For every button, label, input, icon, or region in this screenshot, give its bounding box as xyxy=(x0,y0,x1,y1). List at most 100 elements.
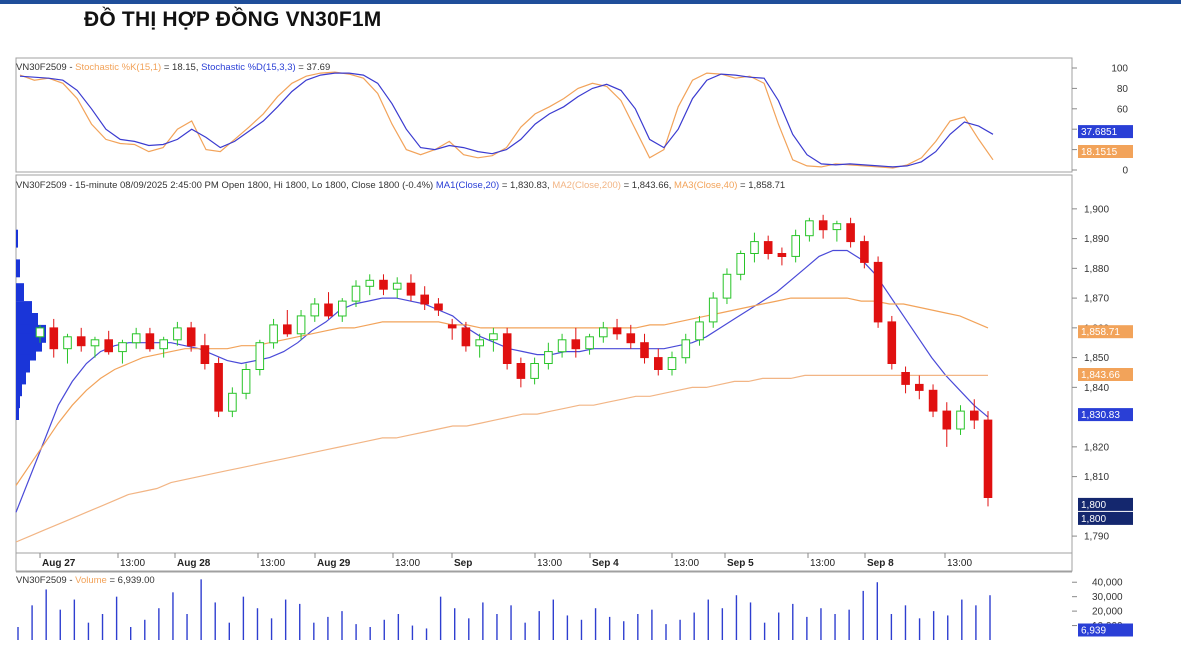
ma2-tag-box xyxy=(1078,368,1133,381)
candle-body xyxy=(750,241,759,255)
volume-profile-bar xyxy=(16,402,19,420)
candle-body xyxy=(241,369,251,394)
moving-average-line xyxy=(15,249,989,513)
candle-body xyxy=(283,324,292,335)
candle-body xyxy=(200,345,210,365)
price-tick-label: 1,890 xyxy=(1084,234,1109,245)
candle-body xyxy=(434,303,443,311)
time-axis: Aug 27 13:00 Aug 28 13:00 Aug 29 13:00 Sep 13:0… xyxy=(39,553,972,569)
close-tag-box xyxy=(1078,497,1133,511)
candle-body xyxy=(530,363,539,379)
moving-average-lines xyxy=(15,249,989,543)
stochastic-tick-label: 0 xyxy=(1122,166,1128,177)
stoch-k-tag-text: 18.1515 xyxy=(1081,147,1118,158)
candle-body xyxy=(159,339,168,350)
candle-body xyxy=(118,342,127,353)
volume-profile-bar xyxy=(16,229,18,248)
price-tick-label: 1,840 xyxy=(1084,383,1109,394)
volume-tick-label: 30,000 xyxy=(1092,592,1123,603)
candle-body xyxy=(475,339,484,347)
candle-body xyxy=(461,327,471,347)
ma3-tag-box xyxy=(1078,325,1133,339)
price-legend: VN30F2509 - 15-minute 08/09/2025 2:45:00… xyxy=(16,180,785,191)
value-tags: 37.6851 18.1515 1,858.71 1,843.66 1,830.83 1,… xyxy=(1078,125,1133,637)
candle-body xyxy=(970,410,979,421)
volume-profile-bar xyxy=(16,259,20,278)
candle-body xyxy=(983,419,993,499)
stoch-k-tag-box xyxy=(1078,145,1133,158)
volume-tick-label: 20,000 xyxy=(1092,607,1123,618)
stochastic-line xyxy=(19,71,994,169)
price-tick-label: 1,870 xyxy=(1084,294,1109,305)
candle-body xyxy=(873,261,883,323)
ma1-tag-text: 1,830.83 xyxy=(1081,410,1120,421)
top-accent-bar xyxy=(0,0,1181,4)
candle-body xyxy=(63,336,72,350)
price-tick-label: 1,880 xyxy=(1084,264,1109,275)
candle-body xyxy=(90,339,100,347)
candle-body xyxy=(489,333,498,341)
candle-body xyxy=(35,327,45,338)
candle-body xyxy=(296,315,306,335)
candle-body xyxy=(791,235,801,257)
time-tick-label: 13:00 xyxy=(947,558,972,569)
stoch-d-tag-box xyxy=(1078,125,1133,139)
candle-body xyxy=(860,241,869,263)
candle-body xyxy=(585,336,594,350)
candle-body xyxy=(722,273,732,299)
candle-body xyxy=(557,339,567,353)
candle-body xyxy=(76,336,86,347)
last-tag-box xyxy=(1078,511,1133,525)
time-tick-label: 13:00 xyxy=(810,558,835,569)
price-panel-frame xyxy=(15,174,1073,572)
candle-body xyxy=(269,324,278,344)
candle-body xyxy=(832,223,842,231)
candle-body xyxy=(667,357,677,371)
volume-profile-bar xyxy=(16,378,22,397)
page-title: ĐỒ THỊ HỢP ĐỒNG VN30F1M xyxy=(84,8,382,31)
time-tick-label: Sep 8 xyxy=(867,558,894,569)
stochastic-axis: 100806040200 xyxy=(1072,64,1128,177)
candle-body xyxy=(392,282,402,290)
close-tag-text: 1,800 xyxy=(1081,500,1106,511)
candle-body xyxy=(406,282,416,296)
candle-body xyxy=(942,410,952,430)
moving-average-line xyxy=(15,374,988,543)
candle-body xyxy=(599,327,608,338)
candle-body xyxy=(49,327,59,350)
stochastic-tick-label: 60 xyxy=(1117,104,1129,115)
time-tick-label: 13:00 xyxy=(674,558,699,569)
candle-body xyxy=(544,351,553,365)
volume-tag-text: 6,939 xyxy=(1081,626,1106,637)
candle-body xyxy=(571,339,581,350)
price-tick-label: 1,790 xyxy=(1084,532,1109,543)
candlesticks xyxy=(35,214,993,507)
candle-body xyxy=(516,363,526,379)
candle-body xyxy=(956,410,965,430)
candle-body xyxy=(695,321,704,341)
candle-body xyxy=(708,297,718,323)
last-tag-text: 1,800 xyxy=(1081,514,1106,525)
candle-body xyxy=(173,327,182,341)
time-tick-label: 13:00 xyxy=(260,558,285,569)
stochastic-lines xyxy=(19,71,994,169)
volume-bars xyxy=(17,579,991,640)
stoch-d-tag-text: 37.6851 xyxy=(1081,127,1118,138)
moving-average-line xyxy=(15,297,989,486)
time-tick-label: Aug 27 xyxy=(42,558,76,569)
candle-body xyxy=(365,279,375,287)
stochastic-legend: VN30F2509 - Stochastic %K(15,1) = 18.15,… xyxy=(16,62,330,73)
candle-body xyxy=(612,327,622,335)
candle-body xyxy=(186,327,196,347)
candle-body xyxy=(310,303,320,317)
volume-profile xyxy=(16,229,46,420)
stochastic-tick-label: 80 xyxy=(1117,84,1129,95)
candle-body xyxy=(379,279,388,290)
candle-body xyxy=(640,342,649,359)
ma3-tag-text: 1,858.71 xyxy=(1081,327,1120,338)
candle-body xyxy=(447,324,457,329)
volume-legend: VN30F2509 - Volume = 6,939.00 xyxy=(16,575,155,586)
candle-body xyxy=(145,333,155,350)
volume-profile-bar xyxy=(16,390,20,409)
